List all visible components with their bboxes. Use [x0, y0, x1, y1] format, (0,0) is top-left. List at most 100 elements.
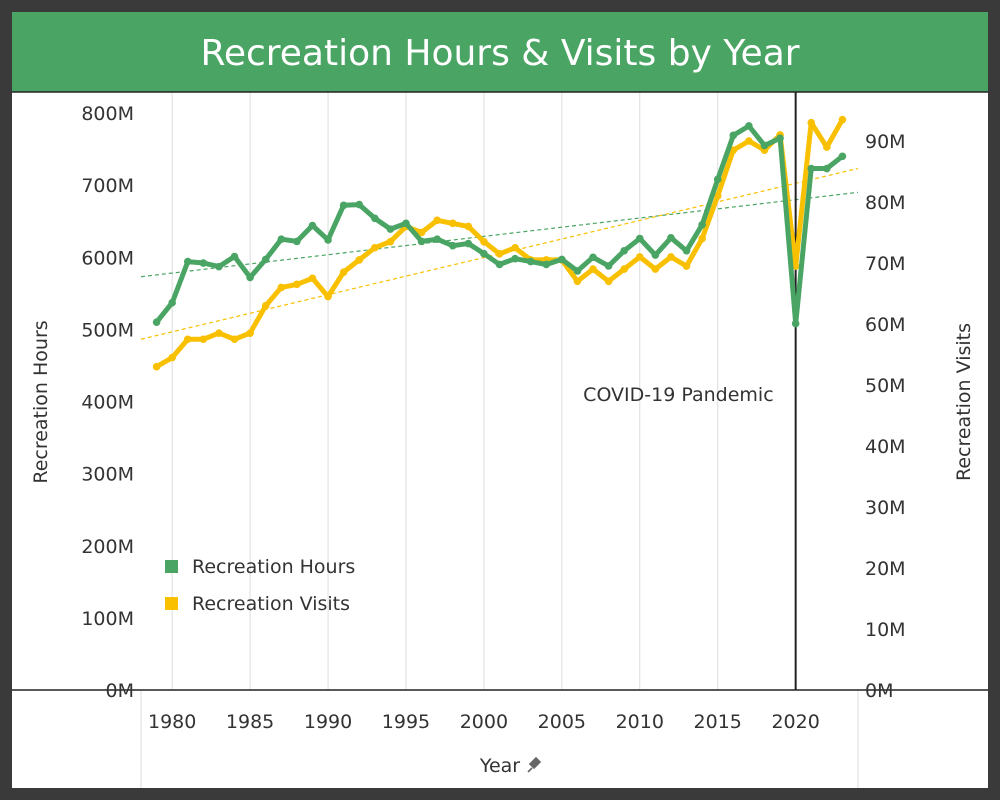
data-point-hours	[807, 164, 816, 173]
data-point-visits	[168, 353, 176, 362]
data-point-hours	[448, 241, 457, 250]
series-line-hours	[154, 123, 845, 327]
y-left-tick-label: 600M	[81, 247, 134, 269]
data-point-hours	[635, 234, 644, 243]
data-point-visits	[791, 262, 800, 270]
y-axis-left-title: Recreation Hours	[30, 320, 52, 483]
data-point-hours	[745, 122, 753, 130]
data-point-hours	[168, 298, 176, 307]
data-point-visits	[745, 137, 753, 145]
data-point-hours	[293, 237, 301, 246]
legend: Recreation Hours Recreation Visits	[165, 556, 355, 615]
x-tick-label: 2005	[538, 711, 586, 733]
data-point-hours	[511, 254, 519, 263]
data-point-visits	[293, 280, 301, 289]
y-left-tick-label: 100M	[81, 608, 134, 630]
data-point-hours	[791, 319, 800, 328]
data-point-visits	[511, 243, 519, 252]
data-point-visits	[199, 335, 208, 344]
y-axis-right-title: Recreation Visits	[953, 323, 975, 481]
x-tick-label: 1990	[304, 711, 352, 733]
data-point-visits	[448, 219, 457, 228]
y-right-tick-label: 40M	[865, 436, 906, 458]
data-point-hours	[698, 220, 706, 229]
data-point-hours	[277, 235, 286, 244]
data-point-visits	[324, 292, 332, 301]
data-point-visits	[651, 265, 660, 273]
data-point-visits	[246, 329, 254, 337]
data-point-hours	[558, 255, 566, 264]
data-point-hours	[838, 152, 847, 161]
data-point-hours	[308, 221, 317, 230]
data-point-visits	[480, 237, 488, 246]
y-right-tick-label: 30M	[865, 497, 906, 519]
x-tick-label: 2020	[771, 711, 819, 733]
data-point-hours	[480, 249, 488, 258]
y-left-tick-label: 200M	[81, 536, 134, 558]
data-point-hours	[682, 246, 691, 255]
y-left-tick-label: 0M	[106, 680, 134, 702]
legend-swatch-hours	[165, 560, 178, 573]
x-tick-label: 1980	[148, 711, 196, 733]
y-right-tick-label: 50M	[865, 375, 906, 397]
y-right-tick-label: 0M	[865, 680, 893, 702]
data-point-hours	[823, 164, 831, 173]
pin-icon	[527, 756, 542, 773]
data-point-visits	[277, 283, 286, 292]
data-point-visits	[183, 335, 192, 344]
data-point-hours	[246, 273, 254, 282]
y-left-tick-label: 800M	[81, 103, 134, 125]
y-right-tick-label: 20M	[865, 558, 906, 580]
legend-label-visits: Recreation Visits	[192, 593, 350, 615]
data-point-hours	[604, 262, 613, 270]
data-point-hours	[324, 236, 332, 244]
data-point-visits	[573, 277, 582, 286]
data-point-hours	[589, 253, 597, 262]
x-tick-label: 2010	[616, 711, 664, 733]
data-point-hours	[433, 235, 441, 244]
data-point-hours	[729, 131, 738, 140]
legend-swatch-visits	[165, 597, 178, 610]
chart-card: Recreation Hours & Visits by Year COVID-…	[12, 12, 988, 788]
data-point-hours	[417, 237, 426, 246]
data-point-hours	[199, 259, 208, 267]
data-point-visits	[339, 268, 348, 276]
data-point-hours	[261, 255, 270, 264]
data-point-visits	[371, 243, 379, 252]
data-point-visits	[386, 237, 395, 246]
data-point-hours	[215, 262, 223, 271]
legend-label-hours: Recreation Hours	[192, 556, 355, 578]
x-tick-label: 2000	[460, 711, 508, 733]
data-point-visits	[604, 277, 613, 286]
data-point-hours	[355, 200, 364, 209]
chart-svg: COVID-19 Pandemic 1980 1985 1990 1995 2000 20…	[12, 91, 988, 788]
x-tick-label: 1985	[226, 711, 274, 733]
data-point-visits	[635, 253, 644, 261]
covid-annotation: COVID-19 Pandemic	[583, 384, 773, 406]
data-point-visits	[823, 143, 831, 151]
data-point-hours	[651, 251, 660, 259]
data-point-hours	[760, 141, 769, 150]
data-point-visits	[682, 262, 691, 270]
data-point-visits	[464, 222, 473, 231]
data-point-hours	[776, 134, 784, 143]
data-point-hours	[339, 201, 348, 210]
data-point-visits	[589, 265, 597, 273]
x-axis-title: Year	[479, 755, 520, 777]
data-point-visits	[355, 256, 364, 264]
x-tick-label: 1995	[382, 711, 430, 733]
data-point-hours	[464, 239, 473, 248]
data-point-visits	[620, 265, 628, 273]
data-point-hours	[386, 225, 395, 233]
data-point-visits	[261, 301, 270, 310]
data-point-hours	[526, 257, 535, 266]
data-point-visits	[433, 216, 441, 225]
y-right-tick-label: 80M	[865, 192, 906, 214]
y-left-tick-label: 300M	[81, 464, 134, 486]
data-point-hours	[183, 257, 192, 266]
data-point-visits	[838, 115, 847, 124]
data-point-visits	[667, 253, 675, 261]
x-tick-label: 2015	[694, 711, 742, 733]
data-point-visits	[729, 146, 738, 154]
y-left-tick-label: 500M	[81, 319, 134, 341]
